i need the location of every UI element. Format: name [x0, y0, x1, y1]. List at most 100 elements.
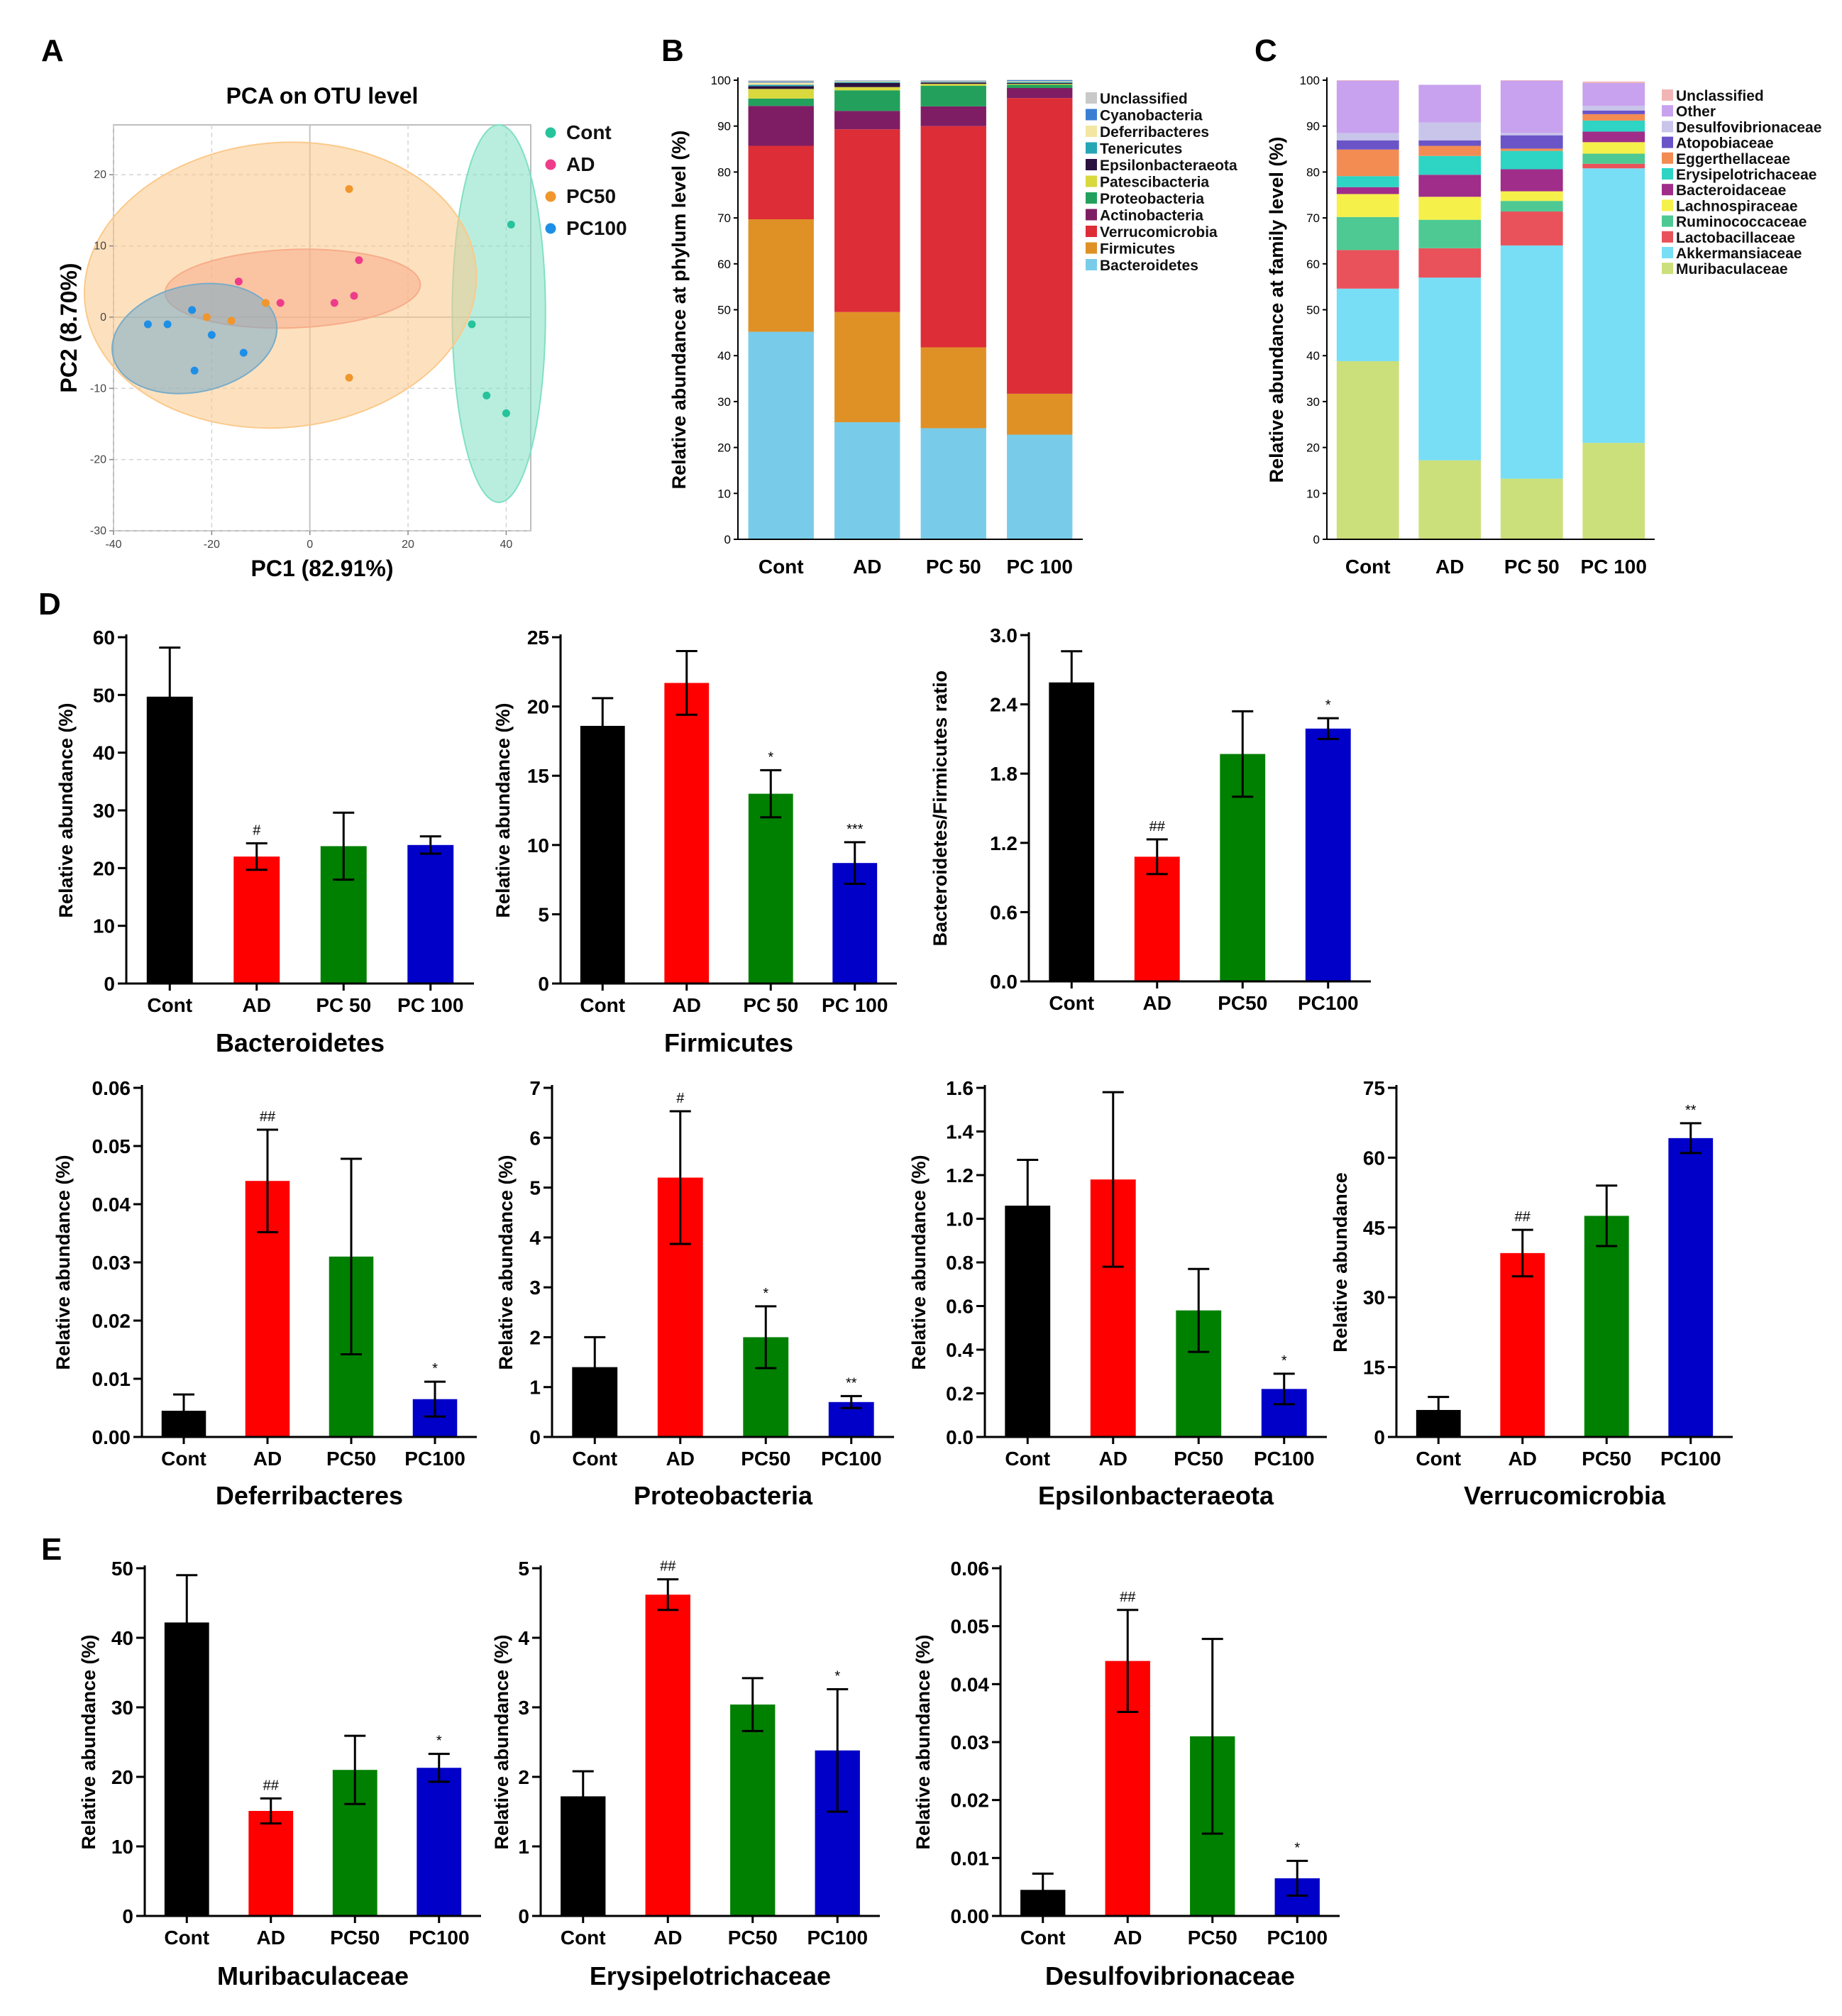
verrucomicrobia-bar-pc100 — [1668, 1138, 1714, 1437]
phylum-legend-swatch-verrucomicrobia — [1086, 226, 1097, 237]
pca-xtick-label: -20 — [204, 539, 220, 551]
epsilonbacteraeota-title: Epsilonbacteraeota — [1038, 1481, 1274, 1510]
phylum-segment-actinobacteria — [748, 106, 814, 146]
pca-legend-label-pc100: PC100 — [566, 217, 627, 239]
family-segment-unclassified — [1582, 81, 1645, 83]
deferribacteres-ytick-label: 0.00 — [92, 1426, 131, 1448]
phylum-segment-tenericutes — [920, 82, 986, 83]
pca-point-pc100 — [188, 306, 197, 314]
phylum-segment-patescibacteria — [748, 89, 814, 99]
desulfovibrionaceae-ytick-label: 0.04 — [951, 1673, 990, 1695]
phylum-segment-unclassified — [1007, 79, 1073, 80]
erysipelotrichaceae-ytick-label: 0 — [518, 1905, 529, 1927]
muribaculaceae-category-label: Cont — [164, 1927, 209, 1949]
panel-letter-a: A — [41, 33, 64, 68]
proteobacteria-chart: Cont # AD * PC50 ** PC100 0 1 2 3 4 5 6 7 Relative abun… — [495, 1077, 894, 1510]
pca-point-ad — [276, 299, 285, 307]
phylum-ytick-label: 30 — [717, 395, 731, 409]
family-segment-erysipelotrichaceae — [1500, 150, 1563, 170]
firmicutes-significance-pc-100: *** — [846, 822, 864, 837]
bf_ratio-bar-pc100 — [1305, 728, 1351, 981]
verrucomicrobia-category-label: Cont — [1416, 1448, 1461, 1470]
family-segment-akkermansiaceae — [1336, 288, 1399, 361]
muribaculaceae-bar-pc100 — [417, 1768, 462, 1916]
bf_ratio-ytick-label: 2.4 — [990, 694, 1017, 716]
family-legend-label-eggerthellaceae: Eggerthellaceae — [1676, 151, 1790, 167]
family-ytick-label: 0 — [1313, 533, 1320, 546]
phylum-segment-firmicutes — [920, 347, 986, 429]
phylum-ytick-label: 40 — [717, 349, 731, 363]
bacteroidetes-ytick-label: 20 — [93, 857, 115, 879]
proteobacteria-category-label: Cont — [572, 1448, 617, 1470]
desulfovibrionaceae-category-label: AD — [1113, 1927, 1142, 1949]
verrucomicrobia-ytick-label: 45 — [1363, 1217, 1385, 1239]
desulfovibrionaceae-y-axis-label: Relative abundance (%) — [912, 1634, 934, 1849]
proteobacteria-title: Proteobacteria — [634, 1481, 813, 1510]
firmicutes-ytick-label: 20 — [527, 696, 549, 718]
pca-ytick-label: 0 — [100, 312, 106, 324]
phylum-legend-swatch-cyanobacteria — [1086, 109, 1097, 121]
bacteroidetes-ytick-label: 10 — [93, 915, 115, 937]
phylum-segment-deferribacteres — [834, 81, 900, 82]
phylum-segment-deferribacteres — [1007, 81, 1073, 82]
phylum-segment-actinobacteria — [834, 111, 900, 130]
family-segment-atopobiaceae — [1418, 140, 1482, 146]
desulfovibrionaceae-ytick-label: 0.05 — [951, 1616, 990, 1638]
phylum-segment-tenericutes — [834, 82, 900, 83]
proteobacteria-ytick-label: 7 — [529, 1077, 541, 1099]
family-segment-ruminococcaceae — [1582, 153, 1645, 164]
deferribacteres-ytick-label: 0.05 — [92, 1135, 131, 1157]
muribaculaceae-bar-ad — [248, 1811, 294, 1916]
family-segment-other — [1500, 80, 1563, 133]
muribaculaceae-ytick-label: 40 — [111, 1627, 133, 1649]
muribaculaceae-ytick-label: 0 — [122, 1905, 133, 1927]
erysipelotrichaceae-chart: Cont ## AD PC50 * PC100 0 1 2 3 4 5 Relative abundan… — [491, 1558, 880, 1990]
phylum-segment-bacteroidetes — [920, 428, 986, 539]
verrucomicrobia-significance-pc100: ** — [1685, 1103, 1697, 1118]
erysipelotrichaceae-title: Erysipelotrichaceae — [590, 1961, 831, 1990]
firmicutes-category-label: Cont — [580, 994, 625, 1016]
erysipelotrichaceae-bar-pc50 — [730, 1704, 776, 1916]
erysipelotrichaceae-significance-pc100: * — [834, 1669, 840, 1685]
proteobacteria-category-label: PC100 — [821, 1448, 882, 1470]
bacteroidetes-chart: Cont # AD PC 50 PC 100 0 10 20 30 40 50 60 Relative … — [55, 627, 474, 1057]
family-segment-bacteroidaceae — [1582, 131, 1645, 143]
firmicutes-bar-pc-50 — [748, 793, 793, 984]
pca-point-cont — [468, 320, 476, 329]
phylum-segment-firmicutes — [1007, 393, 1073, 435]
muribaculaceae-chart: Cont ## AD PC50 * PC100 0 10 20 30 40 50 Relative ab… — [78, 1558, 481, 1990]
family-segment-desulfovibrionaceae — [1418, 122, 1482, 141]
family-segment-erysipelotrichaceae — [1418, 155, 1482, 175]
family-segment-akkermansiaceae — [1582, 168, 1645, 444]
phylum-ytick-label: 50 — [717, 304, 731, 317]
family-legend-swatch-eggerthellaceae — [1662, 152, 1673, 164]
pca-point-ad — [350, 292, 358, 300]
firmicutes-y-axis-label: Relative abundance (%) — [492, 703, 514, 918]
family-segment-eggerthellaceae — [1336, 149, 1399, 177]
phylum-segment-bacteroidetes — [1007, 434, 1073, 539]
muribaculaceae-bar-cont — [164, 1622, 209, 1916]
desulfovibrionaceae-ytick-label: 0.03 — [951, 1731, 990, 1753]
pca-point-pc50 — [261, 299, 270, 307]
desulfovibrionaceae-ytick-label: 0.01 — [951, 1847, 990, 1869]
pca-point-pc50 — [202, 313, 211, 321]
phylum-legend-swatch-actinobacteria — [1086, 209, 1097, 221]
family-segment-eggerthellaceae — [1500, 148, 1563, 151]
family-segment-lactobacillaceae — [1418, 248, 1482, 278]
family-segment-muribaculaceae — [1500, 478, 1563, 539]
family-ytick-label: 90 — [1306, 120, 1320, 133]
erysipelotrichaceae-significance-ad: ## — [660, 1559, 676, 1575]
family-segment-muribaculaceae — [1336, 360, 1399, 539]
epsilonbacteraeota-ytick-label: 1.6 — [946, 1077, 974, 1099]
desulfovibrionaceae-significance-pc100: * — [1294, 1840, 1300, 1856]
verrucomicrobia-ytick-label: 75 — [1363, 1077, 1385, 1099]
family-category-label: PC 50 — [1504, 556, 1560, 578]
family-legend-label-ruminococcaceae: Ruminococcaceae — [1676, 214, 1807, 231]
epsilonbacteraeota-ytick-label: 0.6 — [946, 1296, 974, 1318]
proteobacteria-ytick-label: 4 — [529, 1227, 541, 1249]
deferribacteres-ytick-label: 0.06 — [92, 1077, 131, 1099]
phylum-segment-cyanobacteria — [920, 81, 986, 82]
family-legend-swatch-lachnospiraceae — [1662, 199, 1673, 211]
epsilonbacteraeota-ytick-label: 0.0 — [946, 1426, 974, 1448]
bf_ratio-chart: Cont ## AD PC50 * PC100 0.0 0.6 1.2 1.8 2.4 3.0 Bact… — [930, 624, 1371, 1014]
